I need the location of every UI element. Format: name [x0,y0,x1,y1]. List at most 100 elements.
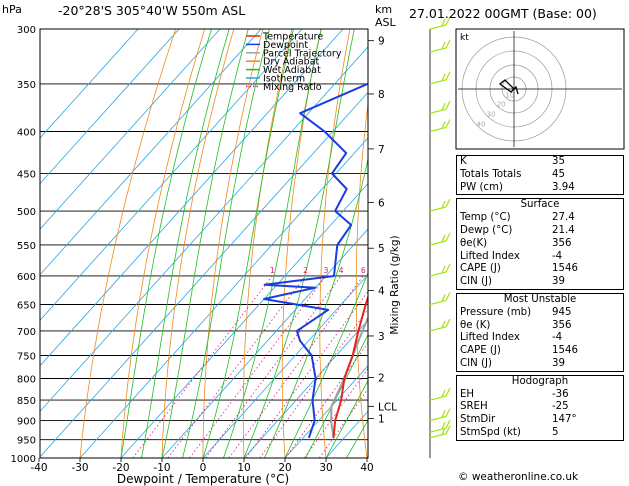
legend-label: Dewpoint [263,40,308,51]
hodograph-unit-label: kt [460,33,469,43]
index-value: 27.4 [552,212,575,224]
hodograph-indices-title: Hodograph [511,375,569,387]
km-unit-label: km [375,3,393,16]
isotherm-line [161,228,368,458]
location-title: -20°28'S 305°40'W 550m ASL [58,3,246,18]
index-value: -4 [552,332,563,344]
wind-barb-shape [429,198,451,212]
surface-row: Lifted Index -4 [457,251,623,264]
index-value: 356 [552,237,572,249]
pressure-tick-label: 700 [17,327,36,338]
index-label: StmDir [460,414,496,426]
wind-barb-shape [429,16,451,30]
isotherm-line [243,319,368,458]
index-label: SREH [460,401,488,413]
wet-adiabat-line [161,29,249,458]
dry-adiabat-line [426,17,449,458]
index-label: CIN (J) [460,276,492,288]
wind-barb [429,232,451,246]
km-tick-label: 8 [378,89,385,101]
dry-adiabat-line [242,29,293,458]
most-unstable-row: θe (K) 356 [457,320,623,333]
hodograph-ring-label: 10 [505,92,514,100]
index-label: PW (cm) [460,181,503,193]
dry-adiabat-line [120,29,206,458]
isotherm-line [40,46,368,412]
index-label: CIN (J) [460,357,492,369]
pressure-tick-label: 550 [17,241,36,252]
isotherm-line [40,29,344,367]
wet-adiabat-line [141,29,230,458]
wind-barb [429,71,451,85]
index-row: K 35 [457,156,623,169]
mixing-ratio-label: 1 [270,266,275,275]
km-tick-label: 5 [378,243,385,255]
index-row: Totals Totals 45 [457,169,623,182]
temp-tick-label: 20 [278,462,291,474]
km-tick-label: 2 [378,373,385,385]
hodograph-ring-label: 30 [487,110,496,118]
wind-barb [429,387,451,401]
index-label: Totals Totals [460,168,522,180]
pressure-tick-label: 800 [17,374,36,385]
mixing-ratio-label: 3 [324,266,329,275]
isotherm-line [40,29,139,139]
mixing-ratio-label: 2 [303,266,308,275]
parcel-trajectory-line [330,315,368,438]
temp-tick-label: -40 [30,462,47,474]
mixing-ratio-label: 15 [412,266,422,275]
legend-label: Dry Adiabat [263,57,320,68]
dry-adiabat-line [161,29,235,458]
wind-barb [429,16,451,30]
km-tick-label: 3 [378,331,385,343]
surface-row: θe(K) 356 [457,238,623,251]
index-label: StmSpd (kt) [460,426,521,438]
index-label: Dewp (°C) [460,224,513,236]
index-value: 35 [552,156,565,167]
isotherm-line [202,274,368,458]
wet-adiabat-line [305,333,368,458]
wind-barb-shape [429,232,451,246]
mixing-ratio-line [304,367,368,458]
mixing-ratio-label: 4 [339,266,344,275]
legend-label: Wet Adiabat [263,65,321,76]
wind-barb-shape [429,318,451,332]
mixing-ratio-axis-title: Mixing Ratio (g/kg) [389,235,401,334]
index-value: -36 [552,388,569,400]
index-label: Pressure (mb) [460,306,532,318]
isotherm-line [40,91,368,458]
hodograph-row: StmSpd (kt) 5 [457,427,623,440]
hpa-unit-label: hPa [2,3,22,16]
index-label: θe (K) [460,319,491,331]
temp-tick-label: 10 [237,462,250,474]
index-value: 147° [552,414,577,426]
most-unstable-row: CAPE (J) 1546 [457,345,623,358]
isotherm-line [120,182,368,458]
legend-label: Parcel Trajectory [263,48,342,59]
index-row: PW (cm) 3.94 [457,182,623,195]
hodograph-row: EH -36 [457,389,623,402]
wind-barb [429,39,451,53]
wind-barb-shape [429,387,451,401]
wet-adiabat-line [284,271,368,458]
surface-row: CAPE (J) 1546 [457,263,623,276]
surface-row: Temp (°C) 27.4 [457,212,623,225]
wet-adiabat-line [120,29,212,458]
most-unstable-title: Most Unstable [503,293,577,305]
wet-adiabat-line [325,379,368,458]
index-label: Temp (°C) [460,212,511,224]
pressure-tick-label: 300 [17,25,36,36]
temperature-line [332,294,368,438]
wind-barb [429,425,451,439]
mixing-ratio-label: 6 [361,266,366,275]
index-label: Lifted Index [460,250,520,262]
temp-tick-label: -30 [71,462,88,474]
km-tick-label: 1 [378,413,385,425]
index-label: Lifted Index [460,332,520,344]
pressure-tick-label: 750 [17,351,36,362]
pressure-tick-label: 450 [17,169,36,180]
hodograph-ring-label: 40 [477,120,486,128]
mixing-ratio-line [205,275,342,458]
